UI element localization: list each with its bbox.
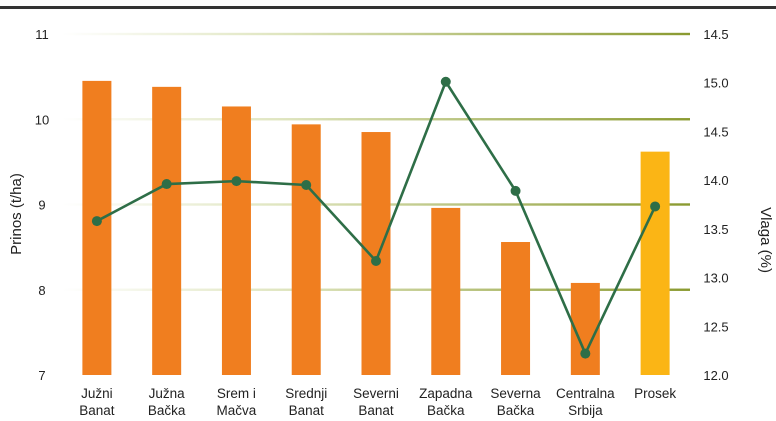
bar	[82, 80, 112, 375]
category-label: Centralna Srbija	[556, 386, 615, 418]
y2-tick-label: 14.5	[703, 27, 728, 42]
line-point	[161, 179, 172, 190]
bar	[361, 132, 391, 375]
y-tick-label: 9	[38, 198, 45, 213]
category-label: Južni Banat	[79, 386, 115, 418]
y2-tick-label: 14.0	[703, 173, 728, 188]
line-point	[231, 176, 242, 187]
category-label: Zapadna Bačka	[419, 386, 473, 418]
y2-tick-label: 12.0	[703, 368, 728, 383]
category-label: Južna Bačka	[148, 386, 186, 418]
y-tick-label: 7	[38, 368, 45, 383]
line-point	[510, 185, 521, 196]
line-point	[91, 216, 102, 227]
category-label: Srem i Mačva	[217, 386, 257, 418]
gridline	[62, 118, 690, 121]
line-point	[371, 256, 381, 267]
bar	[152, 86, 182, 375]
y-tick-label: 11	[35, 27, 49, 42]
category-label: Prosek	[634, 386, 676, 401]
y2-tick-label: 12.5	[703, 319, 728, 334]
line-point	[440, 76, 451, 87]
line-point	[301, 180, 312, 191]
category-label: Severni Banat	[353, 386, 399, 418]
y2-tick-label: 13.5	[703, 222, 728, 237]
y2-tick-label: 15.0	[703, 76, 728, 91]
top-rule	[0, 6, 776, 9]
y-tick-label: 10	[35, 112, 49, 127]
y2-tick-label: 14.5	[703, 124, 728, 139]
gridline	[62, 32, 690, 36]
y-tick-label: 8	[38, 283, 45, 298]
category-label: Srednji Banat	[285, 386, 327, 418]
bar	[501, 242, 531, 375]
bar	[221, 106, 251, 376]
line-point	[650, 201, 661, 212]
y-axis-title: Prinos (t/ha)	[8, 173, 25, 255]
y2-axis-title: Vlaga (%)	[757, 207, 774, 273]
category-label: Severna Bačka	[490, 386, 541, 418]
line-point	[580, 348, 591, 359]
y2-tick-label: 13.0	[703, 271, 728, 286]
bar	[640, 151, 670, 375]
bar	[431, 207, 461, 375]
bar	[291, 124, 321, 376]
